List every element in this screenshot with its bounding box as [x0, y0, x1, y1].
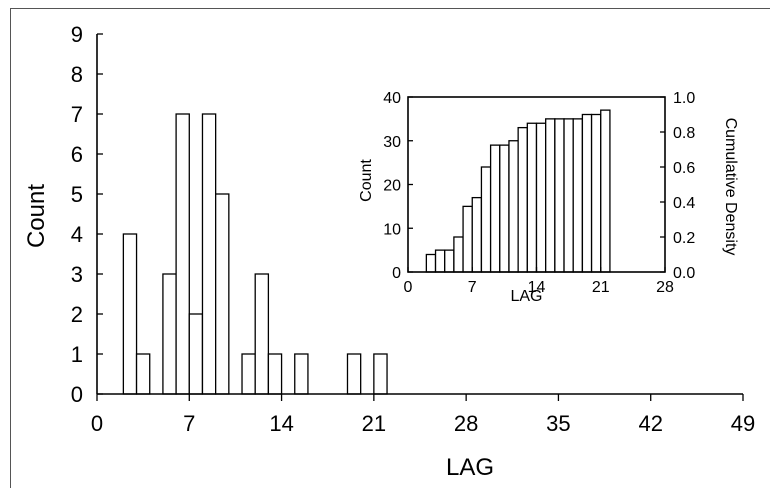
inset-bar-11	[526, 122, 538, 273]
inset-bar-8	[499, 144, 510, 273]
inset-bar-9	[508, 140, 519, 273]
inset-y-tick-label-40: 40	[383, 90, 401, 107]
inset-x-tick-label-28: 28	[656, 279, 674, 296]
bar-5	[201, 113, 217, 395]
x-tick-label-49: 49	[731, 411, 755, 436]
bar-11	[346, 353, 362, 395]
inset-x-axis-label: LAG	[510, 288, 542, 305]
inset-x-tick-label-14: 14	[528, 279, 546, 296]
bar-6	[215, 193, 230, 395]
figure-frame	[10, 8, 770, 488]
inset-y2-tick-label-5: 1.0	[673, 90, 695, 107]
y-tick-label-8: 8	[71, 62, 83, 87]
y-axis-label: Count	[23, 184, 50, 248]
inset-y2-tick-label-2: 0.4	[673, 195, 695, 212]
y-tick-label-5: 5	[71, 182, 83, 207]
bar-12	[373, 353, 388, 395]
bar-1	[135, 353, 151, 395]
x-axis-label: LAG	[446, 454, 494, 481]
bar-3	[175, 113, 190, 395]
inset-y-axis-label: Count	[358, 159, 375, 202]
inset-x-tick-label-21: 21	[592, 279, 610, 296]
bar-4	[188, 313, 204, 395]
inset-bar-17	[581, 113, 593, 273]
inset-bar-0	[425, 253, 437, 273]
x-tick-label-0: 0	[91, 411, 103, 436]
inset-bar-12	[535, 122, 547, 273]
y-tick-label-7: 7	[71, 102, 83, 127]
inset-cumulative-histogram: 0 10 20 30 40 0.0 0.2 0.4 0.6 0.8 1.0 0 7 14 21 28 LAG Co…	[358, 90, 739, 305]
bar-2	[162, 273, 177, 395]
inset-bar-3	[453, 236, 464, 273]
bar-0	[122, 233, 138, 395]
y-tick-label-6: 6	[71, 142, 83, 167]
bar-10	[294, 353, 309, 395]
inset-y2-tick-label-0: 0.0	[673, 265, 695, 282]
inset-x-tick-label-0: 0	[404, 279, 413, 296]
inset-y2-tick-label-1: 0.2	[673, 230, 695, 247]
y-tick-label-2: 2	[71, 302, 83, 327]
inset-bar-16	[572, 118, 584, 273]
inset-bar-18	[590, 113, 602, 273]
x-tick-label-7: 7	[183, 411, 195, 436]
inset-y-tick-label-30: 30	[383, 134, 401, 151]
y-tick-label-0: 0	[71, 382, 83, 407]
inset-y2-axis-label: Cumulative Density	[722, 118, 739, 256]
bar-7	[241, 353, 256, 395]
inset-x-tick-label-7: 7	[468, 279, 477, 296]
inset-bar-13	[545, 118, 556, 273]
y-tick-label-1: 1	[71, 342, 83, 367]
x-tick-label-28: 28	[454, 411, 478, 436]
main-histogram: 0 1 2 3 4 5 6 7 8 9 0 7 14 21 28 35 42 49 LAG Count	[23, 22, 755, 481]
x-tick-label-21: 21	[362, 411, 386, 436]
x-tick-label-42: 42	[638, 411, 662, 436]
inset-y-tick-label-10: 10	[383, 221, 401, 238]
inset-bar-2	[444, 249, 455, 273]
inset-bar-14	[554, 118, 565, 273]
x-tick-label-14: 14	[269, 411, 293, 436]
inset-bar-6	[480, 166, 492, 273]
bar-9	[267, 353, 283, 395]
inset-y2-tick-label-3: 0.6	[673, 160, 695, 177]
inset-bar-7	[489, 144, 501, 273]
x-tick-label-35: 35	[546, 411, 570, 436]
y-tick-label-4: 4	[71, 222, 83, 247]
y-tick-label-3: 3	[71, 262, 83, 287]
inset-bar-19	[600, 109, 611, 273]
inset-y-tick-label-0: 0	[392, 265, 401, 282]
inset-bar-5	[471, 196, 483, 273]
y-tick-label-9: 9	[71, 22, 83, 47]
inset-bar-10	[517, 126, 528, 273]
bar-8	[254, 273, 270, 395]
inset-bar-15	[563, 118, 574, 273]
inset-bar-4	[462, 205, 473, 273]
inset-bar-1	[434, 249, 446, 273]
inset-y-tick-label-20: 20	[383, 178, 401, 195]
inset-y2-tick-label-4: 0.8	[673, 125, 695, 142]
